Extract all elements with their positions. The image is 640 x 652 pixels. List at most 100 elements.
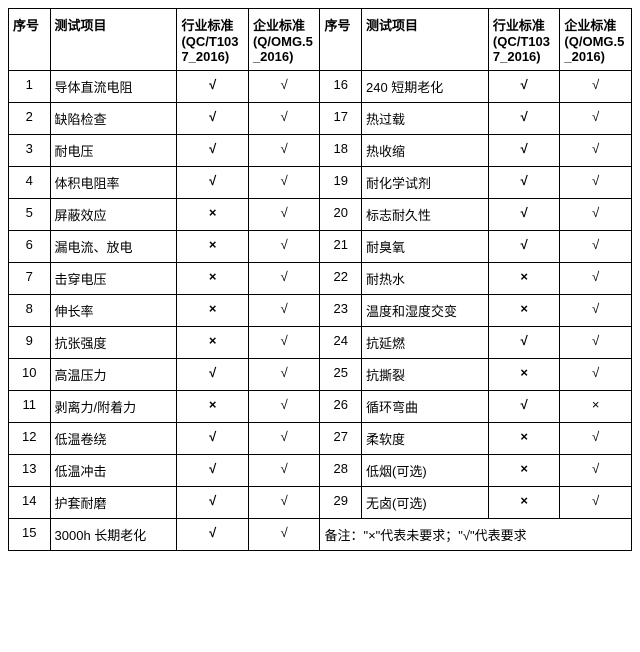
cell-item-left: 体积电阻率 bbox=[50, 167, 177, 199]
cell-enterprise-right: √ bbox=[560, 359, 632, 391]
cell-industry-right: √ bbox=[488, 71, 560, 103]
cell-seq-left: 4 bbox=[9, 167, 51, 199]
cell-industry-left: √ bbox=[177, 519, 249, 551]
cell-industry-right: √ bbox=[488, 231, 560, 263]
col-h6: 行业标准(QC/T1037_2016) bbox=[488, 9, 560, 71]
cell-industry-left: × bbox=[177, 327, 249, 359]
cell-item-left: 剥离力/附着力 bbox=[50, 391, 177, 423]
cell-enterprise-left: √ bbox=[248, 327, 320, 359]
cell-note: 备注："×"代表未要求；"√"代表要求 bbox=[320, 519, 632, 551]
col-h7: 企业标准(Q/OMG.5_2016) bbox=[560, 9, 632, 71]
cell-enterprise-right: √ bbox=[560, 295, 632, 327]
cell-enterprise-right: √ bbox=[560, 71, 632, 103]
cell-industry-right: √ bbox=[488, 167, 560, 199]
cell-seq-right: 22 bbox=[320, 263, 362, 295]
header-row: 序号 测试项目 行业标准(QC/T1037_2016) 企业标准(Q/OMG.5… bbox=[9, 9, 632, 71]
cell-industry-left: × bbox=[177, 199, 249, 231]
spec-comparison-table: 序号 测试项目 行业标准(QC/T1037_2016) 企业标准(Q/OMG.5… bbox=[8, 8, 632, 551]
table-row: 13低温冲击√√28低烟(可选)×√ bbox=[9, 455, 632, 487]
col-h1: 测试项目 bbox=[50, 9, 177, 71]
cell-seq-right: 23 bbox=[320, 295, 362, 327]
cell-industry-right: √ bbox=[488, 135, 560, 167]
cell-enterprise-right: × bbox=[560, 391, 632, 423]
cell-seq-right: 16 bbox=[320, 71, 362, 103]
table-row: 10高温压力√√25抗撕裂×√ bbox=[9, 359, 632, 391]
cell-seq-right: 21 bbox=[320, 231, 362, 263]
cell-industry-right: × bbox=[488, 455, 560, 487]
cell-enterprise-right: √ bbox=[560, 423, 632, 455]
cell-item-right: 柔软度 bbox=[362, 423, 489, 455]
cell-seq-left: 5 bbox=[9, 199, 51, 231]
cell-enterprise-right: √ bbox=[560, 455, 632, 487]
cell-industry-right: × bbox=[488, 295, 560, 327]
cell-item-right: 循环弯曲 bbox=[362, 391, 489, 423]
cell-industry-right: √ bbox=[488, 199, 560, 231]
cell-seq-left: 15 bbox=[9, 519, 51, 551]
cell-enterprise-left: √ bbox=[248, 167, 320, 199]
cell-enterprise-right: √ bbox=[560, 231, 632, 263]
cell-seq-left: 11 bbox=[9, 391, 51, 423]
table-row-last: 153000h 长期老化√√备注："×"代表未要求；"√"代表要求 bbox=[9, 519, 632, 551]
cell-industry-right: × bbox=[488, 423, 560, 455]
table-row: 5屏蔽效应×√20标志耐久性√√ bbox=[9, 199, 632, 231]
cell-item-right: 低烟(可选) bbox=[362, 455, 489, 487]
table-row: 4体积电阻率√√19耐化学试剂√√ bbox=[9, 167, 632, 199]
cell-seq-left: 14 bbox=[9, 487, 51, 519]
cell-enterprise-left: √ bbox=[248, 135, 320, 167]
cell-industry-right: √ bbox=[488, 103, 560, 135]
cell-enterprise-left: √ bbox=[248, 487, 320, 519]
cell-item-right: 标志耐久性 bbox=[362, 199, 489, 231]
cell-item-left: 伸长率 bbox=[50, 295, 177, 327]
cell-item-left: 漏电流、放电 bbox=[50, 231, 177, 263]
cell-item-right: 抗撕裂 bbox=[362, 359, 489, 391]
cell-seq-right: 17 bbox=[320, 103, 362, 135]
cell-industry-right: × bbox=[488, 359, 560, 391]
cell-industry-left: √ bbox=[177, 167, 249, 199]
cell-industry-right: √ bbox=[488, 391, 560, 423]
table-row: 12低温卷绕√√27柔软度×√ bbox=[9, 423, 632, 455]
cell-enterprise-left: √ bbox=[248, 359, 320, 391]
cell-seq-right: 24 bbox=[320, 327, 362, 359]
cell-item-right: 无卤(可选) bbox=[362, 487, 489, 519]
cell-industry-left: × bbox=[177, 263, 249, 295]
table-row: 8伸长率×√23温度和湿度交变×√ bbox=[9, 295, 632, 327]
table-row: 2缺陷检查√√17热过载√√ bbox=[9, 103, 632, 135]
col-h5: 测试项目 bbox=[362, 9, 489, 71]
cell-enterprise-right: √ bbox=[560, 199, 632, 231]
cell-enterprise-right: √ bbox=[560, 135, 632, 167]
cell-item-right: 240 短期老化 bbox=[362, 71, 489, 103]
cell-enterprise-left: √ bbox=[248, 71, 320, 103]
cell-industry-left: √ bbox=[177, 455, 249, 487]
cell-seq-right: 18 bbox=[320, 135, 362, 167]
col-h3: 企业标准(Q/OMG.5_2016) bbox=[248, 9, 320, 71]
cell-enterprise-right: √ bbox=[560, 103, 632, 135]
cell-seq-left: 7 bbox=[9, 263, 51, 295]
cell-enterprise-left: √ bbox=[248, 295, 320, 327]
col-h2: 行业标准(QC/T1037_2016) bbox=[177, 9, 249, 71]
cell-item-left: 导体直流电阻 bbox=[50, 71, 177, 103]
table-row: 7击穿电压×√22耐热水×√ bbox=[9, 263, 632, 295]
cell-seq-left: 9 bbox=[9, 327, 51, 359]
cell-industry-left: √ bbox=[177, 103, 249, 135]
table-row: 14护套耐磨√√29无卤(可选)×√ bbox=[9, 487, 632, 519]
cell-industry-left: × bbox=[177, 295, 249, 327]
cell-seq-left: 13 bbox=[9, 455, 51, 487]
cell-enterprise-left: √ bbox=[248, 103, 320, 135]
table-row: 9抗张强度×√24抗延燃√√ bbox=[9, 327, 632, 359]
cell-item-left: 低温冲击 bbox=[50, 455, 177, 487]
cell-seq-right: 28 bbox=[320, 455, 362, 487]
cell-item-left: 缺陷检查 bbox=[50, 103, 177, 135]
cell-item-right: 耐化学试剂 bbox=[362, 167, 489, 199]
cell-seq-left: 12 bbox=[9, 423, 51, 455]
cell-item-right: 抗延燃 bbox=[362, 327, 489, 359]
cell-industry-right: × bbox=[488, 487, 560, 519]
table-row: 1导体直流电阻√√16240 短期老化√√ bbox=[9, 71, 632, 103]
table-row: 6漏电流、放电×√21耐臭氧√√ bbox=[9, 231, 632, 263]
cell-industry-right: √ bbox=[488, 327, 560, 359]
table-body: 1导体直流电阻√√16240 短期老化√√2缺陷检查√√17热过载√√3耐电压√… bbox=[9, 71, 632, 551]
col-h0: 序号 bbox=[9, 9, 51, 71]
cell-enterprise-left: √ bbox=[248, 199, 320, 231]
cell-item-right: 耐臭氧 bbox=[362, 231, 489, 263]
cell-seq-right: 29 bbox=[320, 487, 362, 519]
cell-industry-left: √ bbox=[177, 359, 249, 391]
